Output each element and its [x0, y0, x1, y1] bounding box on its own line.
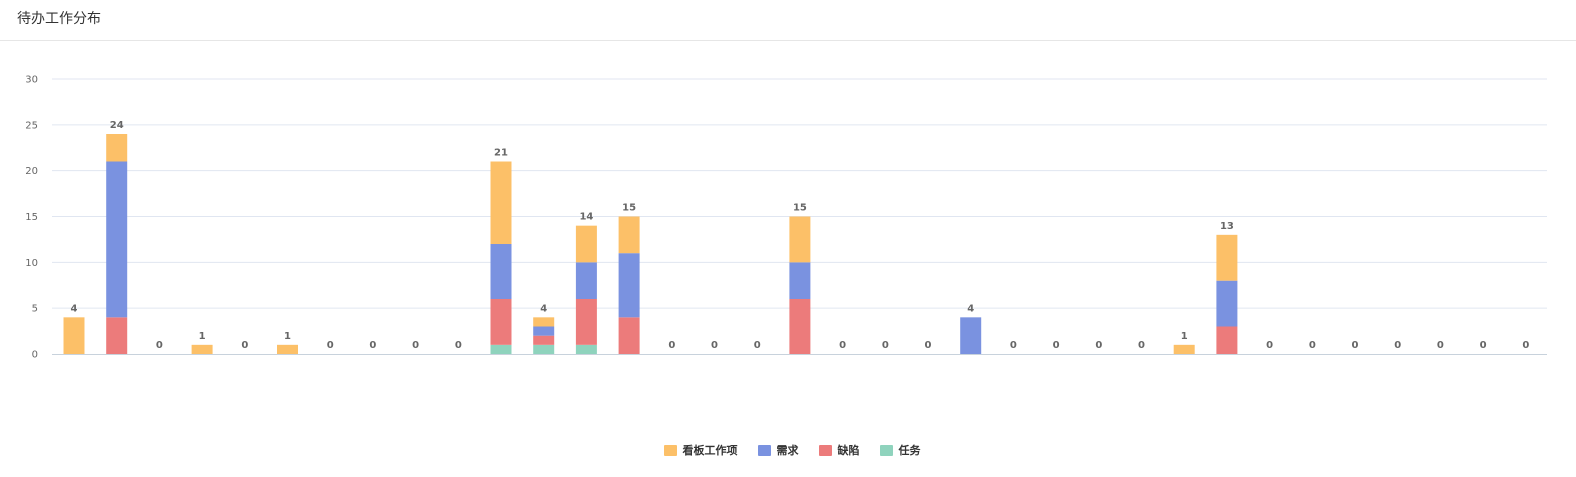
data-label: 24: [110, 120, 124, 131]
bar-segment[interactable]: [533, 335, 555, 345]
legend-swatch-kanban: [663, 444, 677, 456]
data-label: 0: [882, 340, 889, 351]
data-label: 0: [1309, 340, 1316, 351]
bar-segment[interactable]: [533, 344, 555, 354]
bar-segment[interactable]: [1216, 280, 1238, 327]
legend-label-defect: 缺陷: [837, 444, 860, 457]
legend-item-requirement[interactable]: 需求: [757, 442, 799, 458]
data-label: 0: [1266, 340, 1273, 351]
bars-layer: [63, 134, 1238, 355]
data-label: 0: [241, 340, 248, 351]
bar-segment[interactable]: [618, 317, 640, 354]
data-label: 15: [793, 203, 807, 214]
data-label: 0: [1053, 340, 1060, 351]
bar-segment[interactable]: [618, 216, 640, 254]
legend-item-kanban[interactable]: 看板工作项: [663, 442, 738, 458]
bar-segment[interactable]: [1173, 344, 1195, 354]
data-label: 0: [839, 340, 846, 351]
bar-segment[interactable]: [490, 299, 512, 345]
data-label: 1: [1181, 331, 1188, 342]
bar-segment[interactable]: [490, 344, 512, 354]
bar-segment[interactable]: [575, 262, 597, 299]
data-label: 0: [1437, 340, 1444, 351]
data-label: 0: [754, 340, 761, 351]
legend-swatch-defect: [818, 444, 832, 456]
data-label: 0: [1095, 340, 1102, 351]
y-tick-label: 15: [25, 212, 38, 223]
y-tick-label: 20: [25, 166, 38, 177]
bar-segment[interactable]: [277, 344, 298, 354]
bar-segment[interactable]: [789, 216, 811, 263]
data-label: 0: [327, 340, 334, 351]
legend-swatch-task: [879, 444, 893, 456]
data-label: 4: [71, 303, 78, 314]
bar-segment[interactable]: [106, 134, 128, 162]
bar-segment[interactable]: [490, 244, 512, 299]
bar-segment[interactable]: [533, 317, 555, 327]
legend-label-kanban: 看板工作项: [682, 444, 738, 457]
bar-segment[interactable]: [1216, 234, 1238, 281]
data-label: 0: [1394, 340, 1401, 351]
bar-segment[interactable]: [618, 253, 640, 318]
legend-item-task[interactable]: 任务: [879, 442, 921, 458]
bar-segment[interactable]: [106, 317, 128, 354]
data-label: 0: [412, 340, 419, 351]
bar-segment[interactable]: [575, 299, 597, 345]
panel-header: 待办工作分布: [0, 0, 1576, 41]
data-label: 0: [668, 340, 675, 351]
y-tick-label: 25: [25, 120, 38, 131]
legend-swatch-requirement: [757, 444, 771, 456]
data-label: 14: [579, 212, 593, 223]
data-label: 21: [494, 148, 508, 159]
bar-segment[interactable]: [789, 299, 811, 354]
data-label: 0: [711, 340, 718, 351]
legend-item-defect[interactable]: 缺陷: [818, 442, 860, 458]
y-tick-label: 0: [32, 350, 38, 361]
bar-segment[interactable]: [575, 225, 597, 263]
panel-title: 待办工作分布: [17, 11, 101, 27]
data-label: 0: [1010, 340, 1017, 351]
legend-label-requirement: 需求: [776, 444, 799, 457]
data-label: 0: [369, 340, 376, 351]
data-labels-layer: 4 24 0 1 0 1 0 0 0 0 21 4 14 15 0 0 0 15 0 0 0 4 0 0 0 0 1 13 0 0 0 0 0 0…: [71, 120, 1530, 351]
bar-segment[interactable]: [63, 317, 85, 354]
data-label: 0: [455, 340, 462, 351]
bar-segment[interactable]: [490, 161, 512, 245]
data-label: 0: [1522, 340, 1529, 351]
data-label: 0: [925, 340, 932, 351]
data-label: 0: [156, 340, 163, 351]
bar-segment[interactable]: [575, 344, 597, 354]
legend: 看板工作项 需求 缺陷 任务: [0, 441, 1576, 459]
data-label: 13: [1220, 221, 1234, 232]
bar-segment[interactable]: [106, 161, 128, 318]
data-label: 4: [967, 303, 974, 314]
data-label: 0: [1138, 340, 1145, 351]
data-label: 4: [540, 303, 547, 314]
bar-segment[interactable]: [533, 326, 555, 336]
bar-segment[interactable]: [960, 317, 982, 354]
y-tick-label: 10: [25, 258, 38, 269]
legend-label-task: 任务: [898, 444, 921, 457]
data-label: 1: [199, 331, 206, 342]
data-label: 15: [622, 203, 636, 214]
y-tick-label: 30: [25, 75, 38, 86]
data-label: 0: [1480, 340, 1487, 351]
bar-segment[interactable]: [789, 262, 811, 299]
data-label: 1: [284, 331, 291, 342]
bar-segment[interactable]: [1216, 326, 1238, 355]
data-label: 0: [1352, 340, 1359, 351]
y-tick-label: 5: [32, 304, 38, 315]
bar-segment[interactable]: [191, 344, 213, 354]
